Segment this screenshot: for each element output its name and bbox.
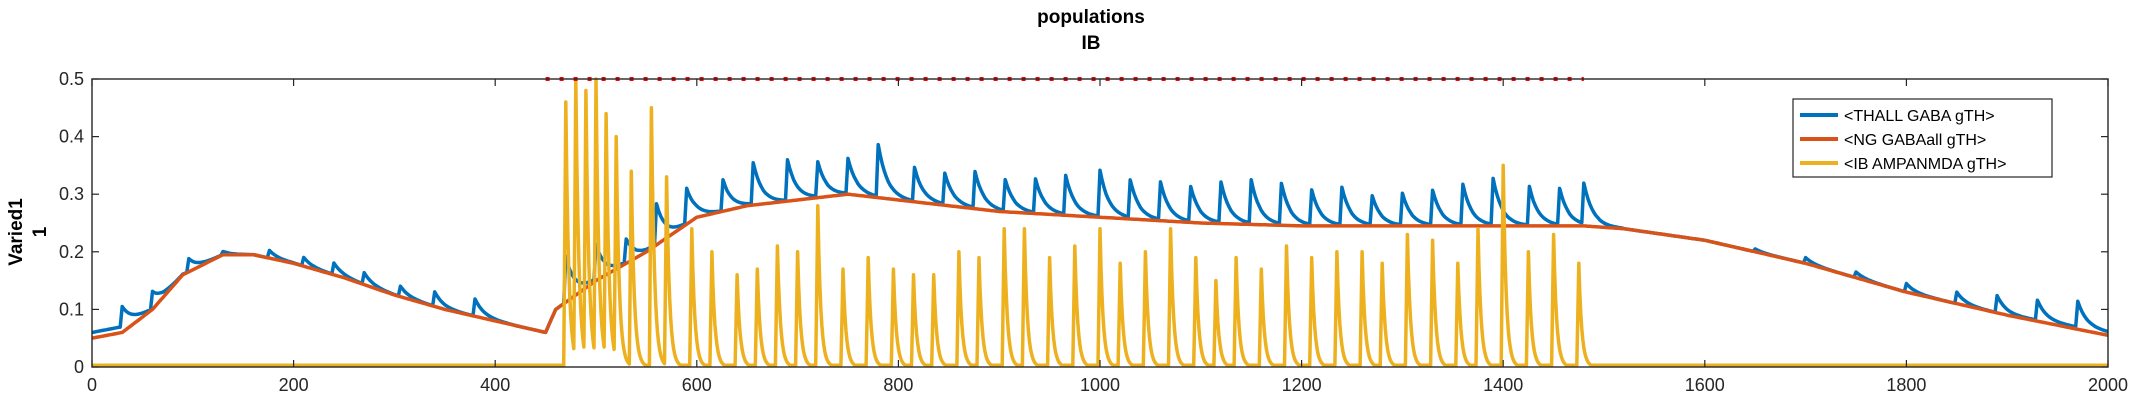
x-axis: 0 200 400 600 800 1000 1200 1400 1600 1800 2000 [87, 79, 2128, 395]
chart-title-line-1: populations [1037, 7, 1145, 28]
x-tick-label: 200 [279, 375, 309, 395]
series-line-ng-gabaall [91, 192, 2109, 340]
chart-title-line-2: IB [1082, 33, 1101, 54]
x-tick-label: 1800 [1886, 375, 1926, 395]
series-layer [91, 77, 2109, 368]
y-axis-label-line-2: 1 [30, 226, 51, 237]
legend-label-ng: <NG GABAall gTH> [1844, 132, 1986, 149]
y-axis-label-line-1: Varied1 [6, 198, 27, 266]
y-tick-label: 0.2 [59, 242, 84, 262]
x-tick-label: 800 [883, 375, 913, 395]
y-tick-label: 0 [74, 357, 84, 377]
x-tick-label: 1000 [1080, 375, 1120, 395]
legend-label-thall: <THALL GABA gTH> [1844, 108, 1995, 125]
series-line-ib-ampanmda [91, 77, 2109, 368]
y-tick-label: 0.5 [59, 69, 84, 89]
x-tick-label: 1200 [1282, 375, 1322, 395]
x-tick-label: 600 [682, 375, 712, 395]
y-tick-label: 0.4 [59, 127, 84, 147]
x-tick-label: 2000 [2088, 375, 2128, 395]
x-tick-label: 1600 [1685, 375, 1725, 395]
x-tick-label: 1400 [1483, 375, 1523, 395]
legend: <THALL GABA gTH> <NG GABAall gTH> <IB AM… [1792, 98, 2053, 178]
x-tick-label: 0 [87, 375, 97, 395]
y-tick-label: 0.3 [59, 184, 84, 204]
y-axis: 0 0.1 0.2 0.3 0.4 0.5 [59, 69, 2108, 377]
legend-label-ib: <IB AMPANMDA gTH> [1844, 156, 2006, 173]
x-tick-label: 400 [480, 375, 510, 395]
y-tick-label: 0.1 [59, 299, 84, 319]
